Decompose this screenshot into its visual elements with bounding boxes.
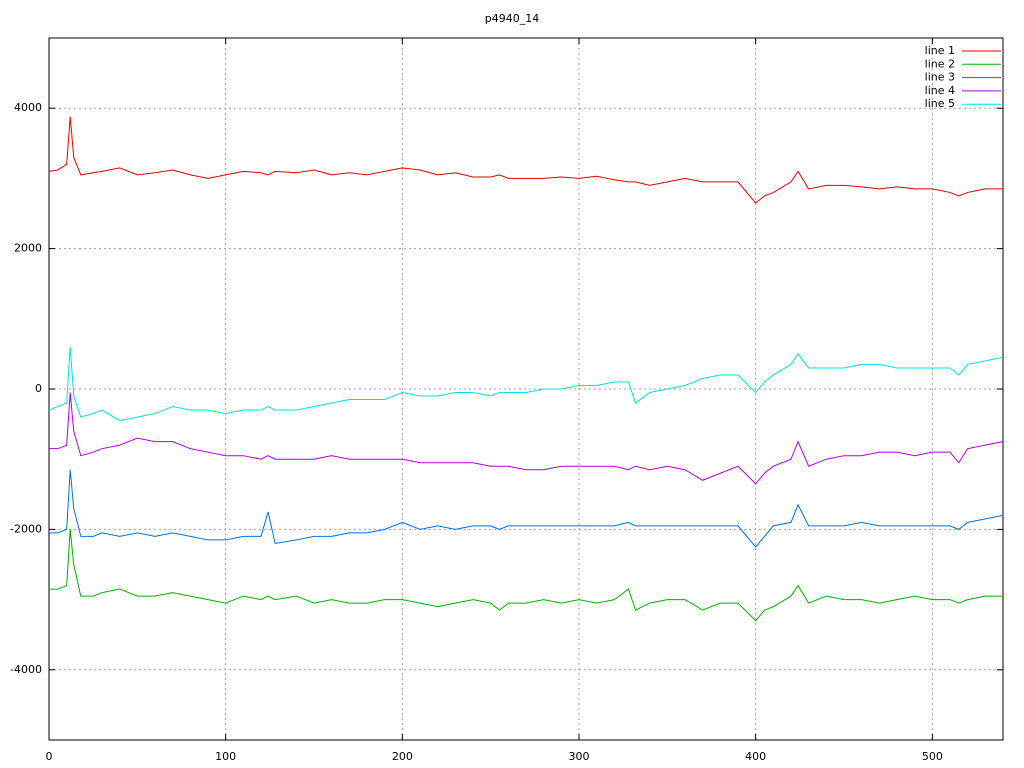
- legend-label: line 1: [925, 44, 955, 57]
- y-tick-label: -2000: [10, 522, 42, 535]
- y-tick-label: 0: [35, 382, 42, 395]
- y-tick-label: -4000: [10, 663, 42, 676]
- x-tick-label: 300: [569, 750, 590, 763]
- x-tick-label: 100: [215, 750, 236, 763]
- x-tick-label: 500: [922, 750, 943, 763]
- plot-border: [48, 37, 1004, 741]
- data-line: [49, 529, 1003, 622]
- y-tick-label: 4000: [14, 101, 42, 114]
- legend-label: line 3: [925, 71, 955, 84]
- y-tick-label: 2000: [14, 242, 42, 255]
- x-tick-label: 400: [745, 750, 766, 763]
- x-tick-label: 200: [392, 750, 413, 763]
- legend-label: line 4: [925, 84, 955, 97]
- legend-label: line 2: [925, 57, 955, 70]
- data-line: [48, 116, 1003, 204]
- legend-label: line 5: [925, 97, 955, 110]
- data-line: [49, 392, 1004, 485]
- data-line: [49, 469, 1004, 548]
- x-tick-label: 0: [46, 750, 53, 763]
- chart-title: p4940_14: [485, 12, 539, 25]
- data-line: [48, 346, 1004, 422]
